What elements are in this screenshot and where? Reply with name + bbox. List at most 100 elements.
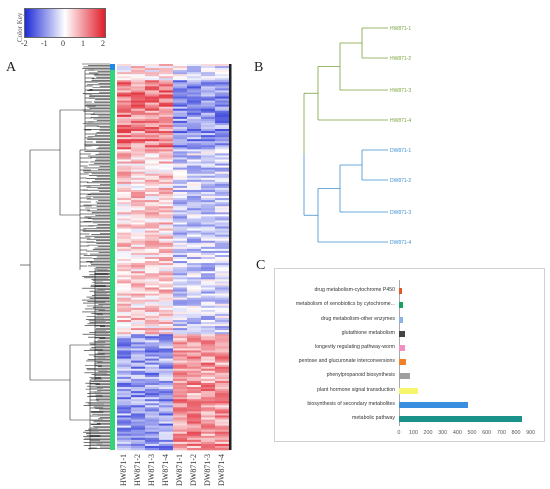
heatmap-cell [215, 250, 230, 254]
heatmap-cell [159, 72, 174, 75]
heatmap-cell [131, 220, 146, 223]
heatmap-cell [187, 322, 202, 325]
heatmap-cell [173, 429, 188, 433]
heatmap-cell [173, 364, 188, 367]
heatmap-cell [173, 96, 188, 99]
heatmap-cell [173, 340, 188, 343]
color-key-tick: -2 [21, 39, 28, 48]
heatmap-cell [131, 439, 146, 443]
heatmap-cell [201, 224, 216, 227]
heatmap-cell [131, 417, 146, 420]
heatmap-cell [131, 376, 146, 380]
dendrogram-leaf-label: DW871-1 [390, 148, 411, 154]
heatmap-cell [131, 173, 146, 177]
heatmap-cell [145, 240, 160, 244]
heatmap-cell [201, 149, 216, 152]
heatmap-cell [201, 159, 216, 162]
heatmap-cell [159, 145, 174, 148]
heatmap-cell [187, 187, 202, 191]
heatmap-cell [117, 328, 132, 331]
heatmap-cell [159, 382, 174, 386]
heatmap-cell [131, 183, 146, 187]
heatmap-cell [159, 169, 174, 172]
heatmap-cell [159, 433, 174, 437]
heatmap-cell [145, 72, 160, 75]
heatmap-cell [117, 277, 132, 280]
heatmap-cell [187, 319, 202, 323]
heatmap-cell [187, 429, 202, 433]
heatmap-cell [173, 116, 188, 120]
heatmap-cell [215, 393, 230, 396]
heatmap-cell [173, 204, 188, 207]
heatmap-cell [159, 297, 174, 300]
heatmap-cell [215, 330, 230, 333]
heatmap-cell [117, 189, 132, 193]
heatmap-cell [215, 425, 230, 428]
heatmap-cell [145, 443, 160, 447]
heatmap-cell [201, 273, 216, 276]
heatmap-cell [145, 153, 160, 156]
heatmap-cell [117, 161, 132, 164]
heatmap-cell [117, 112, 132, 116]
heatmap-cell [117, 441, 132, 445]
heatmap-cell [187, 295, 202, 298]
heatmap-cell [201, 254, 216, 258]
heatmap-cell [201, 447, 216, 451]
heatmap-cell [117, 338, 132, 341]
heatmap-cell [187, 157, 202, 160]
heatmap-cell [145, 423, 160, 426]
heatmap-cell [117, 429, 132, 433]
heatmap-cell [215, 110, 230, 114]
heatmap-cell [215, 409, 230, 412]
heatmap-cell [187, 80, 202, 83]
heatmap-cell [117, 222, 132, 225]
dendrogram-leaf-label: HW871-4 [390, 118, 411, 124]
heatmap-cell [201, 257, 216, 260]
heatmap-cell [117, 354, 132, 357]
heatmap-cell [215, 135, 230, 138]
heatmap-cell [145, 86, 160, 89]
heatmap-cell [117, 421, 132, 424]
heatmap-cell [131, 324, 146, 327]
heatmap-cell [201, 433, 216, 437]
heatmap-cell [131, 224, 146, 227]
heatmap-cell [201, 372, 216, 376]
heatmap-cell [201, 236, 216, 240]
heatmap-cell [173, 334, 188, 337]
heatmap-cell [173, 147, 188, 150]
heatmap-cell [117, 409, 132, 412]
heatmap-cell [131, 409, 146, 412]
heatmap-cell [201, 399, 216, 402]
heatmap-cell [201, 431, 216, 435]
heatmap-cell [173, 112, 188, 116]
heatmap-cell [187, 301, 202, 305]
heatmap-cell [201, 116, 216, 120]
heatmap-cell [173, 66, 188, 69]
heatmap-cell [159, 96, 174, 99]
heatmap-cell [131, 364, 146, 367]
heatmap-cell [187, 185, 202, 189]
heatmap-cell [145, 187, 160, 191]
heatmap-cell [173, 236, 188, 240]
heatmap-cell [201, 374, 216, 378]
heatmap-cell [187, 234, 202, 237]
heatmap-cell [201, 100, 216, 103]
bar-category-label: drug metabolism-other enzymes [320, 315, 395, 322]
heatmap-cell [215, 370, 230, 374]
heatmap-cell [131, 334, 146, 337]
heatmap-cell [131, 110, 146, 114]
heatmap-cell [131, 301, 146, 305]
heatmap-cell [145, 183, 160, 187]
heatmap-cell [187, 145, 202, 148]
heatmap-cell [131, 356, 146, 359]
heatmap-cell [117, 90, 132, 93]
heatmap-cell [131, 244, 146, 248]
heatmap-cell [145, 216, 160, 219]
heatmap-cell [145, 324, 160, 327]
heatmap-cell [145, 387, 160, 390]
heatmap-cell [215, 244, 230, 248]
heatmap-cell [187, 305, 202, 309]
heatmap-cell [215, 380, 230, 384]
heatmap-cell [159, 273, 174, 276]
heatmap-cell [173, 443, 188, 447]
